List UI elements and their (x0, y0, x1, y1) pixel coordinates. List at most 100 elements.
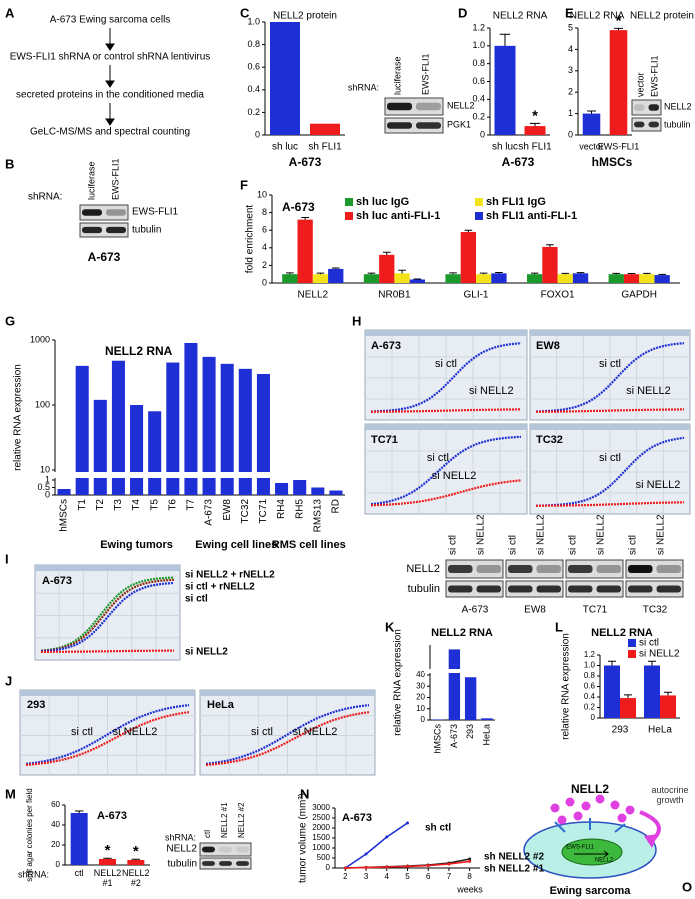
flow-step: secreted proteins in the conditioned med… (16, 90, 204, 101)
blot-band (106, 209, 126, 216)
x-tick-label: sh luc (492, 142, 518, 153)
blot-band (82, 226, 102, 234)
bar (620, 698, 636, 718)
x-tick-label: sh FLI1 (308, 142, 342, 153)
bar (654, 275, 670, 283)
bar (464, 677, 477, 720)
caption: A-673 (88, 250, 121, 264)
point (406, 864, 409, 868)
blot-band (536, 565, 561, 573)
y-tick-label: 2 (568, 87, 573, 97)
bar (127, 860, 145, 865)
y-tick-label: 0 (326, 863, 331, 872)
diagram-label-box: autocrine growth (651, 785, 689, 805)
y-tick-label: 30 (416, 681, 425, 690)
bar (394, 273, 410, 283)
blot-label: shRNA: (348, 82, 379, 92)
arrow (574, 850, 609, 858)
point (385, 865, 389, 869)
growth-curve (536, 501, 685, 507)
blot-band (387, 122, 412, 129)
blot-band (476, 585, 501, 593)
blot-band (106, 226, 126, 234)
x-tick-label: GAPDH (621, 290, 657, 301)
y-axis-label: relative RNA expression (561, 633, 572, 740)
x-tick-label: FOXO1 (541, 290, 575, 301)
x-tick-label-box: NELL2 #2 (122, 868, 150, 888)
y-tick-label: 60 (51, 800, 60, 809)
x-tick-label: NELL2 #2 (122, 868, 150, 888)
blot-band (82, 209, 102, 216)
cell-line-label: HeLa (207, 699, 235, 711)
x-tick-label: hMSCs (433, 724, 443, 754)
error-bar (627, 272, 636, 275)
error-bar (316, 272, 325, 275)
bar (256, 373, 270, 495)
growth-curve (370, 342, 522, 413)
lane-label: ctl (203, 830, 212, 838)
lane-label: EWS-FLI1 (110, 158, 120, 200)
y-tick-label: 2000 (312, 823, 330, 832)
cell-line-label: EW8 (536, 340, 560, 352)
blot (625, 580, 684, 598)
plot-header (365, 330, 527, 336)
x-tick-label: T6 (167, 499, 178, 511)
curve-label: si ctl (599, 452, 621, 464)
y-tick-label: 10 (257, 189, 267, 199)
point (468, 857, 472, 861)
bar (275, 483, 289, 495)
error-bar (74, 810, 84, 813)
chart-title: A-673 (282, 200, 315, 214)
curve-label: si NELL2 (185, 647, 228, 658)
bar (481, 718, 493, 720)
bar (328, 268, 344, 283)
blot (631, 99, 662, 116)
x-tick-label: NELL2 (298, 290, 329, 301)
x-tick-label-box: ctl (75, 868, 84, 878)
bar (238, 368, 252, 495)
x-tick-label: NR0B1 (378, 290, 411, 301)
error-bar (367, 272, 376, 275)
y-axis-label: relative RNA expression (13, 364, 24, 471)
band-label: tubulin (408, 583, 440, 595)
blot-band (508, 565, 533, 573)
y-tick-label: 0.2 (584, 703, 596, 712)
diagram-label: NELL2 (571, 782, 609, 796)
blot-band (387, 102, 412, 111)
lane-label: si NELL2 (536, 514, 547, 555)
x-tick-label: TC32 (240, 499, 251, 524)
x-tick-label: 5 (405, 872, 410, 881)
y-axis-label: relative RNA expression (393, 629, 404, 736)
bar (148, 411, 162, 495)
y-tick-label: 20 (416, 693, 425, 702)
legend-swatch (475, 212, 483, 220)
panel-label: A (5, 5, 15, 20)
y-tick-label: 0 (262, 277, 267, 287)
y-tick-label: 10 (40, 464, 50, 474)
point (385, 835, 389, 839)
arrow-head (105, 118, 115, 126)
diagram-label: autocrine growth (651, 785, 689, 805)
diagram-label: NELL2 (595, 858, 614, 864)
chart-title: NELL2 RNA (105, 344, 173, 358)
x-tick-label: 3 (364, 872, 369, 881)
x-tick-label: RH5 (294, 499, 305, 519)
blot-band (536, 585, 561, 593)
bar (282, 274, 298, 283)
point (426, 864, 430, 868)
bar (70, 813, 88, 865)
x-tick-label: T5 (149, 499, 160, 511)
growth-curve (25, 711, 190, 766)
panel-label: J (5, 673, 12, 688)
blot (565, 580, 624, 598)
error-bar (529, 122, 541, 127)
x-tick-label: HeLa (648, 725, 672, 736)
x-tick-label: EWS-FLI1 (598, 141, 640, 151)
x-tick-label: 7 (447, 872, 452, 881)
y-axis-label: soft agar colonies per field (25, 788, 34, 881)
legend-label: si NELL2 (639, 649, 680, 660)
lane-label: si ctl (628, 535, 639, 555)
y-tick-label: 6 (262, 225, 267, 235)
growth-curve (536, 408, 684, 413)
blot-band (219, 861, 232, 866)
